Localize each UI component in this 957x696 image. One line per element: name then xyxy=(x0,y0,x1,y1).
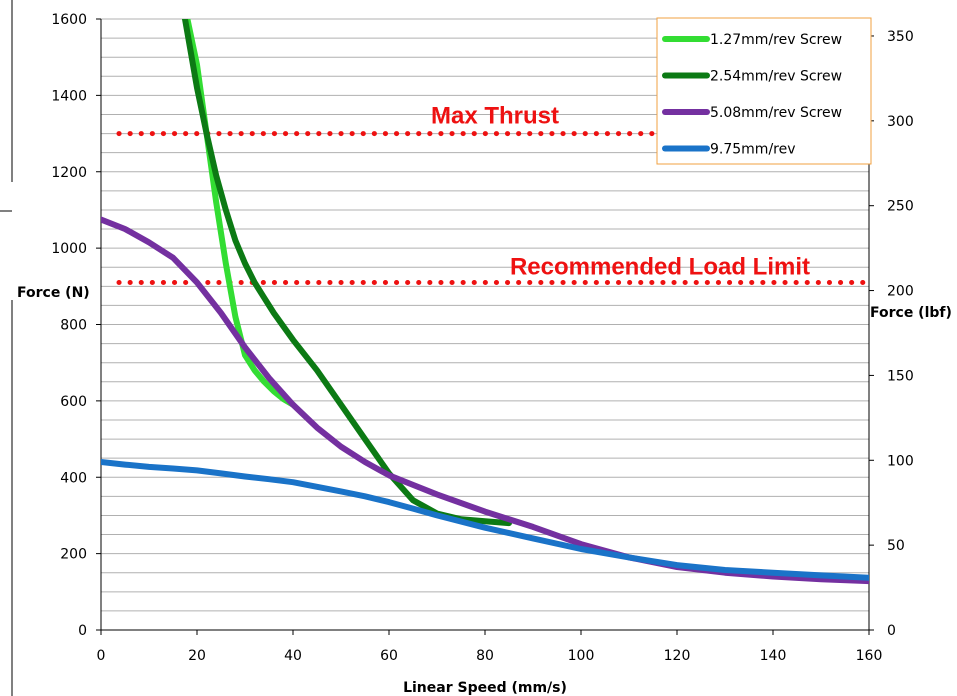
series xyxy=(101,19,869,585)
y-tick-label: 200 xyxy=(60,547,87,563)
x-tick-label: 40 xyxy=(284,648,302,664)
x-tick-label: 140 xyxy=(760,648,787,664)
y-tick-label: 1600 xyxy=(51,12,87,28)
x-axis-title: Linear Speed (mm/s) xyxy=(403,680,567,696)
x-tick-label: 80 xyxy=(476,648,494,664)
y2-tick-label: 250 xyxy=(887,199,914,215)
series-line-1 xyxy=(184,19,296,408)
legend-label: 9.75mm/rev xyxy=(710,142,796,158)
y2-tick-label: 100 xyxy=(887,453,914,469)
legend-label: 2.54mm/rev Screw xyxy=(710,69,842,85)
y-tick-label: 400 xyxy=(60,470,87,486)
axes: 0200400600800100012001400160005010015020… xyxy=(51,12,913,664)
annotation-label: Recommended Load Limit xyxy=(510,253,810,280)
legend-label: 5.08mm/rev Screw xyxy=(710,105,842,121)
y-tick-label: 600 xyxy=(60,394,87,410)
x-tick-label: 120 xyxy=(664,648,691,664)
legend-box xyxy=(656,17,872,165)
y-axis-title: Force (N) xyxy=(17,285,90,301)
y2-tick-label: 150 xyxy=(887,368,914,384)
y2-tick-label: 200 xyxy=(887,284,914,300)
y-tick-label: 800 xyxy=(60,318,87,334)
annotations: Max Thrust Recommended Load Limit xyxy=(116,103,872,285)
y-tick-label: 0 xyxy=(78,623,87,639)
y2-tick-label: 0 xyxy=(887,623,896,639)
annotation-label: Max Thrust xyxy=(431,103,559,130)
x-tick-label: 20 xyxy=(188,648,206,664)
y2-tick-label: 350 xyxy=(887,29,914,45)
x-tick-label: 160 xyxy=(856,648,883,664)
legend: 1.27mm/rev Screw 2.54mm/rev Screw 5.08mm/r… xyxy=(656,17,872,165)
y-tick-label: 1000 xyxy=(51,241,87,257)
y-tick-label: 1200 xyxy=(51,165,87,181)
series-line-4 xyxy=(101,459,869,581)
x-tick-label: 100 xyxy=(568,648,595,664)
x-tick-label: 60 xyxy=(380,648,398,664)
y-tick-label: 1400 xyxy=(51,88,87,104)
y2-axis-title: Force (lbf) xyxy=(870,305,952,321)
legend-label: 1.27mm/rev Screw xyxy=(710,32,842,48)
y2-tick-label: 50 xyxy=(887,538,905,554)
y2-tick-label: 300 xyxy=(887,114,914,130)
x-tick-label: 0 xyxy=(97,648,106,664)
